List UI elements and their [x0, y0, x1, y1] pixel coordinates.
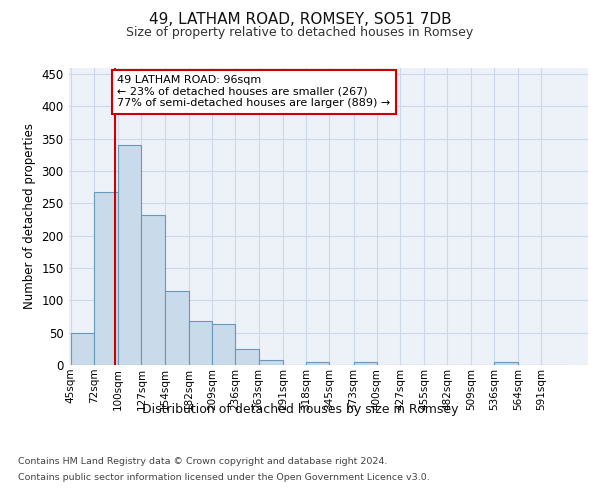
- Text: Contains public sector information licensed under the Open Government Licence v3: Contains public sector information licen…: [18, 472, 430, 482]
- Y-axis label: Number of detached properties: Number of detached properties: [23, 123, 35, 309]
- Text: 49, LATHAM ROAD, ROMSEY, SO51 7DB: 49, LATHAM ROAD, ROMSEY, SO51 7DB: [149, 12, 451, 28]
- Bar: [259, 360, 283, 365]
- Bar: [494, 362, 518, 365]
- Bar: [306, 362, 329, 365]
- Bar: [189, 321, 212, 365]
- Bar: [142, 215, 164, 365]
- Text: Contains HM Land Registry data © Crown copyright and database right 2024.: Contains HM Land Registry data © Crown c…: [18, 458, 388, 466]
- Text: Distribution of detached houses by size in Romsey: Distribution of detached houses by size …: [142, 402, 458, 415]
- Bar: [212, 324, 235, 365]
- Bar: [235, 349, 259, 365]
- Text: Size of property relative to detached houses in Romsey: Size of property relative to detached ho…: [127, 26, 473, 39]
- Bar: [94, 192, 118, 365]
- Bar: [118, 145, 142, 365]
- Text: 49 LATHAM ROAD: 96sqm
← 23% of detached houses are smaller (267)
77% of semi-det: 49 LATHAM ROAD: 96sqm ← 23% of detached …: [117, 76, 391, 108]
- Bar: [164, 292, 189, 365]
- Bar: [71, 332, 94, 365]
- Bar: [353, 362, 377, 365]
